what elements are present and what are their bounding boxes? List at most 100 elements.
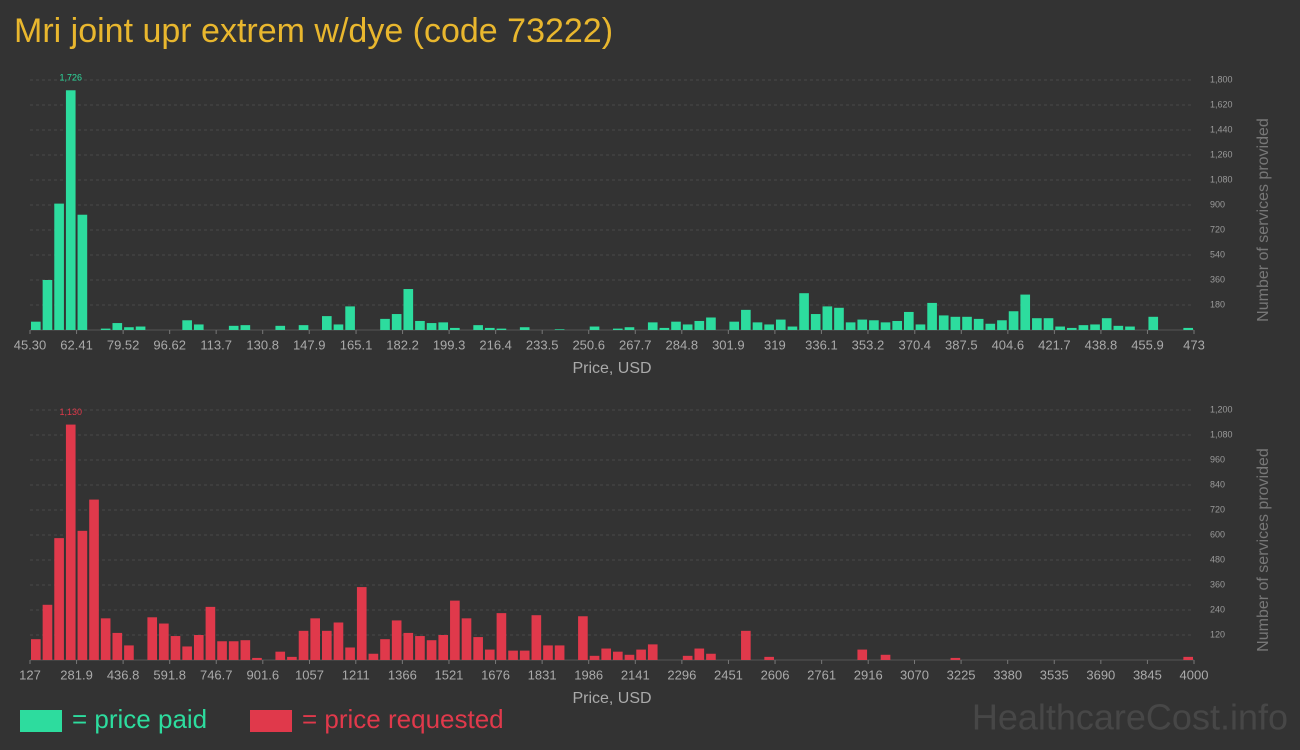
x-tick-label: 267.7 [619,337,652,352]
bar [938,315,949,330]
x-tick-label: 421.7 [1038,337,1071,352]
bar [65,90,76,331]
x-tick-label: 3225 [947,667,976,682]
legend-swatch [250,710,292,732]
y-tick-label: 720 [1210,504,1225,514]
bar [857,649,868,660]
bar [543,645,553,660]
watermark: HealthcareCost.info [972,697,1288,738]
bar [240,640,251,660]
bar [182,320,192,330]
bar [519,650,530,660]
x-tick-label: 1521 [434,667,463,682]
bar [589,326,600,330]
x-tick-label: 2916 [854,667,883,682]
x-tick-label: 1366 [388,667,417,682]
x-axis-title: Price, USD [572,690,651,707]
bar [473,325,483,330]
x-tick-label: 2606 [761,667,790,682]
data-label: 1,130 [59,407,82,417]
y-tick-label: 480 [1210,554,1225,564]
y-tick-label: 540 [1210,249,1225,259]
bar [962,316,972,330]
bar [764,324,774,330]
bar [345,647,355,660]
x-tick-label: 284.8 [666,337,699,352]
y-tick-label: 1,080 [1210,174,1233,184]
bar [752,322,763,330]
bar [985,323,996,330]
x-tick-label: 96.62 [153,337,186,352]
bar [659,327,670,330]
y-tick-label: 900 [1210,199,1225,209]
bar [275,325,286,330]
bar [822,306,833,330]
bar [438,322,449,330]
x-tick-label: 438.8 [1085,337,1118,352]
bar [217,641,227,660]
bar [869,320,879,330]
bar [1020,294,1031,330]
bar [531,615,542,660]
bar [613,651,623,660]
y-tick-label: 1,080 [1210,429,1233,439]
bar [624,654,635,660]
bar [741,309,751,330]
x-tick-label: 3070 [900,667,929,682]
x-tick-label: 387.5 [945,337,978,352]
x-tick-label: 3845 [1133,667,1162,682]
bar [124,645,134,660]
bar [426,640,437,660]
bar [1101,318,1112,330]
y-tick-label: 240 [1210,604,1225,614]
bar [741,630,751,660]
x-tick-label: 2296 [667,667,696,682]
bar [124,327,134,330]
bar [1055,326,1065,330]
bar [112,323,123,330]
bar [950,657,961,660]
bar [426,323,437,330]
bar [42,280,53,330]
bar [100,618,111,660]
x-tick-label: 473 [1183,337,1205,352]
data-label: 1,726 [59,73,82,83]
x-tick-label: 250.6 [572,337,605,352]
bar [880,322,891,330]
bar [694,320,705,330]
bar [1148,316,1159,330]
bar [799,293,809,330]
x-tick-label: 301.9 [712,337,745,352]
y-axis-title: Number of services provided [1255,448,1272,652]
y-tick-label: 360 [1210,274,1225,284]
bar [1183,327,1193,330]
x-tick-label: 1831 [528,667,557,682]
x-tick-label: 113.7 [200,337,232,352]
x-tick-label: 3380 [993,667,1022,682]
x-tick-label: 2761 [807,667,836,682]
x-tick-label: 130.8 [246,337,279,352]
y-tick-label: 1,800 [1210,74,1233,84]
legend-label: = price requested [302,704,504,734]
bar [54,203,64,330]
bar [484,649,495,660]
bar [275,651,286,660]
x-tick-label: 4000 [1180,667,1209,682]
bar [787,326,798,330]
bar [729,321,740,330]
chart-title: Mri joint upr extrem w/dye (code 73222) [14,12,613,50]
bar [415,320,425,330]
legend-label: = price paid [72,704,207,734]
bar [228,641,239,660]
bar [624,327,635,330]
y-tick-label: 1,200 [1210,404,1233,414]
bar [287,656,297,660]
bar [368,653,379,660]
bar [647,322,658,330]
bar [65,424,76,660]
x-tick-label: 199.3 [433,337,466,352]
x-tick-label: 319 [764,337,786,352]
bar [461,618,472,660]
bar [578,616,588,660]
